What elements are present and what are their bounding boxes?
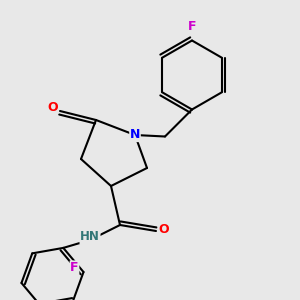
Text: HN: HN <box>80 230 100 244</box>
Text: F: F <box>188 20 196 34</box>
Text: O: O <box>47 101 58 114</box>
Text: N: N <box>130 128 140 142</box>
Text: O: O <box>158 223 169 236</box>
Text: F: F <box>70 261 79 274</box>
